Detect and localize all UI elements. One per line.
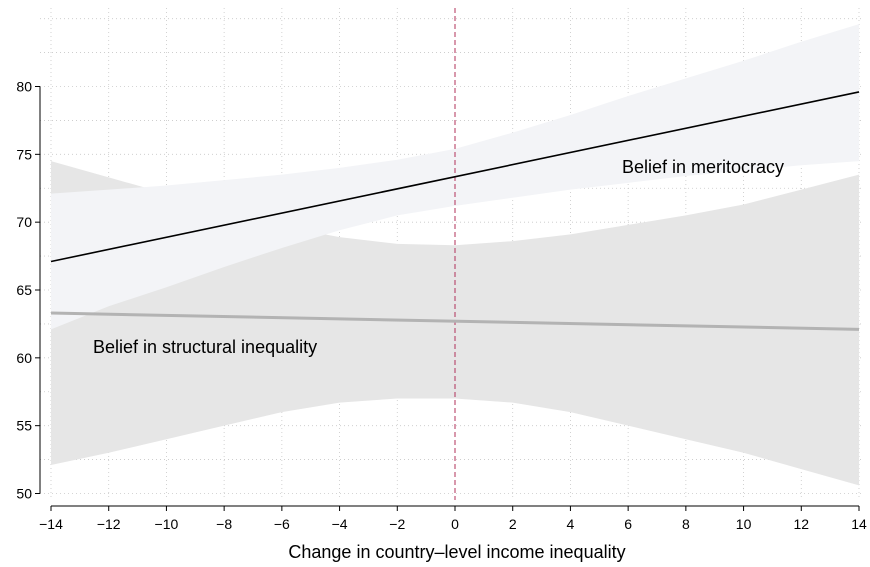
x-tick-label: −4 [332, 516, 348, 532]
y-tick-label: 75 [16, 146, 32, 162]
series-label-structural-inequality: Belief in structural inequality [93, 337, 317, 357]
x-tick-label: −12 [97, 516, 121, 532]
series-line-meritocracy [50, 91, 860, 263]
x-tick-label: 8 [682, 516, 690, 532]
x-tick-label: 10 [736, 516, 752, 532]
series-line-structural-inequality [50, 311, 860, 331]
x-tick-label: 12 [793, 516, 809, 532]
y-tick-label: 55 [16, 418, 32, 434]
series-label-meritocracy: Belief in meritocracy [622, 157, 784, 177]
x-tick-labels: −14 −12 −10 −8 −6 −4 −2 0 2 4 6 8 10 12 14 [39, 516, 867, 532]
x-axis-title: Change in country–level income inequalit… [288, 542, 625, 562]
x-tick-label: 2 [509, 516, 517, 532]
x-tick-label: 4 [567, 516, 575, 532]
y-tick-label: 60 [16, 350, 32, 366]
x-tick-label: −8 [216, 516, 232, 532]
x-tick-label: −6 [274, 516, 290, 532]
y-tick-labels: 50 55 60 65 70 75 80 [16, 79, 32, 502]
series-lines [50, 91, 860, 331]
y-tick-label: 80 [16, 79, 32, 95]
y-tick-label: 65 [16, 282, 32, 298]
y-tick-label: 70 [16, 214, 32, 230]
x-tick-label: −14 [39, 516, 63, 532]
axes [35, 86, 860, 511]
y-tick-label: 50 [16, 486, 32, 502]
x-tick-label: 0 [451, 516, 459, 532]
x-tick-label: 14 [851, 516, 867, 532]
x-tick-label: −10 [155, 516, 179, 532]
x-tick-label: −2 [389, 516, 405, 532]
x-tick-label: 6 [624, 516, 632, 532]
